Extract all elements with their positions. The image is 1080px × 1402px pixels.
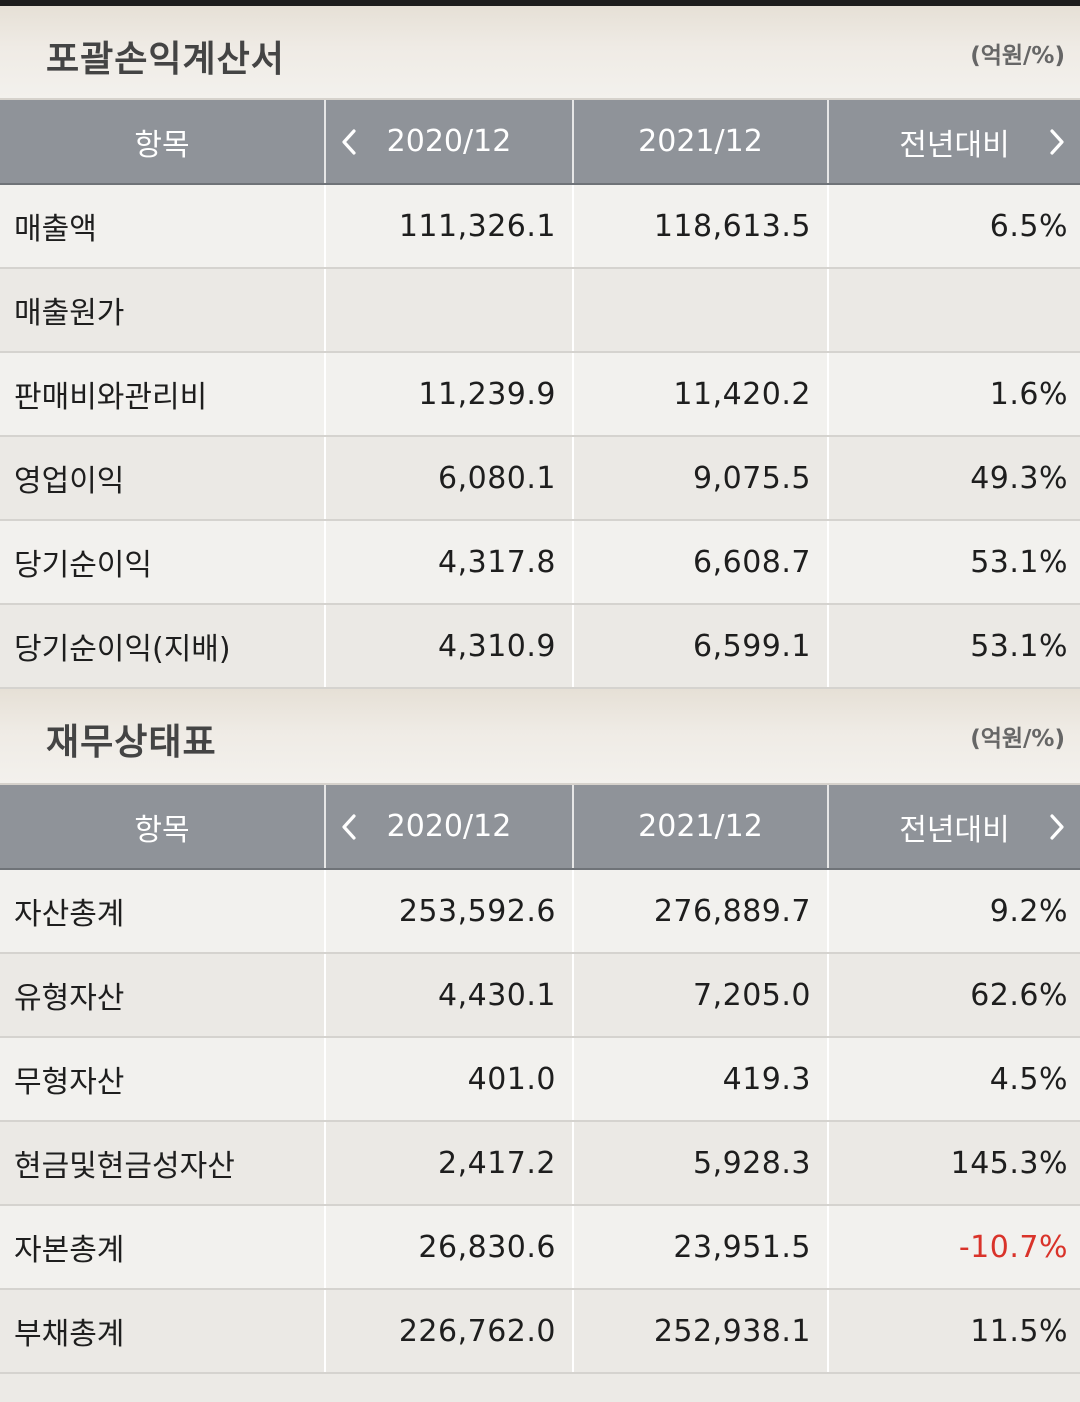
column-header-2020-label: 2020/12 <box>386 809 512 844</box>
value-2020: 6,080.1 <box>324 436 573 521</box>
value-2020: 226,762.0 <box>324 1289 573 1374</box>
balance-sheet-header: 재무상태표 (억원/%) <box>0 689 1080 785</box>
value-2020: 4,430.1 <box>324 953 573 1038</box>
value-yoy: 53.1% <box>827 604 1080 689</box>
value-2021: 6,608.7 <box>572 520 828 605</box>
balance-sheet-title: 재무상태표 <box>46 722 217 763</box>
table-header-row: 항목 2020/12 2021/12 전년대비 <box>0 100 1080 185</box>
value-2021: 9,075.5 <box>572 436 828 521</box>
income-statement-header: 포괄손익계산서 (억원/%) <box>0 6 1080 100</box>
table-row: 판매비와관리비 11,239.9 11,420.2 1.6% <box>0 352 1080 437</box>
value-2020: 111,326.1 <box>324 184 573 269</box>
column-header-2021: 2021/12 <box>572 785 828 870</box>
income-statement-title: 포괄손익계산서 <box>46 39 285 80</box>
chevron-left-icon[interactable] <box>340 813 358 841</box>
status-bar-edge <box>0 0 1080 6</box>
table-row: 유형자산 4,430.1 7,205.0 62.6% <box>0 953 1080 1038</box>
income-statement-unit: (억원/%) <box>970 43 1065 69</box>
column-header-yoy-label: 전년대비 <box>899 127 1010 163</box>
column-header-2020: 2020/12 <box>324 100 573 185</box>
column-header-item: 항목 <box>0 100 325 185</box>
value-2020: 2,417.2 <box>324 1121 573 1206</box>
table-row: 자산총계 253,592.6 276,889.7 9.2% <box>0 869 1080 954</box>
chevron-right-icon[interactable] <box>1048 813 1066 841</box>
column-header-item-label: 항목 <box>134 127 190 163</box>
value-2021: 23,951.5 <box>572 1205 828 1290</box>
table-row: 매출액 111,326.1 118,613.5 6.5% <box>0 184 1080 269</box>
value-2020: 4,310.9 <box>324 604 573 689</box>
column-header-item-label: 항목 <box>134 812 190 848</box>
value-2020: 11,239.9 <box>324 352 573 437</box>
value-2021: 118,613.5 <box>572 184 828 269</box>
chevron-left-icon[interactable] <box>340 128 358 156</box>
table-row: 당기순이익(지배) 4,310.9 6,599.1 53.1% <box>0 604 1080 689</box>
value-yoy: 11.5% <box>827 1289 1080 1374</box>
column-header-yoy: 전년대비 <box>827 100 1080 185</box>
value-2020: 401.0 <box>324 1037 573 1122</box>
row-label: 자본총계 <box>0 1205 325 1290</box>
table-row: 자본총계 26,830.6 23,951.5 -10.7% <box>0 1205 1080 1290</box>
row-label: 현금및현금성자산 <box>0 1121 325 1206</box>
column-header-2021: 2021/12 <box>572 100 828 185</box>
column-header-item: 항목 <box>0 785 325 870</box>
value-yoy: 9.2% <box>827 869 1080 954</box>
table-row: 무형자산 401.0 419.3 4.5% <box>0 1037 1080 1122</box>
value-2020: 26,830.6 <box>324 1205 573 1290</box>
value-yoy <box>827 268 1080 353</box>
value-yoy: 62.6% <box>827 953 1080 1038</box>
value-2021: 419.3 <box>572 1037 828 1122</box>
column-header-2021-label: 2021/12 <box>638 124 763 159</box>
table-header-row: 항목 2020/12 2021/12 전년대비 <box>0 785 1080 870</box>
balance-sheet-table: 항목 2020/12 2021/12 전년대비 자산총계 253,592.6 2… <box>0 785 1080 1374</box>
value-yoy: 4.5% <box>827 1037 1080 1122</box>
row-label: 무형자산 <box>0 1037 325 1122</box>
row-label: 유형자산 <box>0 953 325 1038</box>
table-row: 부채총계 226,762.0 252,938.1 11.5% <box>0 1289 1080 1374</box>
row-label: 자산총계 <box>0 869 325 954</box>
income-statement-table: 항목 2020/12 2021/12 전년대비 매출액 111,326.1 11… <box>0 100 1080 689</box>
row-label: 매출액 <box>0 184 325 269</box>
balance-sheet-unit: (억원/%) <box>970 726 1065 752</box>
row-label: 부채총계 <box>0 1289 325 1374</box>
row-label: 판매비와관리비 <box>0 352 325 437</box>
column-header-2020-label: 2020/12 <box>386 124 512 159</box>
column-header-2020: 2020/12 <box>324 785 573 870</box>
value-2021: 276,889.7 <box>572 869 828 954</box>
value-2021: 7,205.0 <box>572 953 828 1038</box>
value-yoy: 49.3% <box>827 436 1080 521</box>
chevron-right-icon[interactable] <box>1048 128 1066 156</box>
value-yoy: 1.6% <box>827 352 1080 437</box>
value-2021: 11,420.2 <box>572 352 828 437</box>
table-row: 당기순이익 4,317.8 6,608.7 53.1% <box>0 520 1080 605</box>
table-row: 현금및현금성자산 2,417.2 5,928.3 145.3% <box>0 1121 1080 1206</box>
value-yoy: 6.5% <box>827 184 1080 269</box>
value-2020: 4,317.8 <box>324 520 573 605</box>
value-yoy: 53.1% <box>827 520 1080 605</box>
value-2021 <box>572 268 828 353</box>
value-2021: 252,938.1 <box>572 1289 828 1374</box>
row-label: 당기순이익 <box>0 520 325 605</box>
value-2020: 253,592.6 <box>324 869 573 954</box>
column-header-yoy: 전년대비 <box>827 785 1080 870</box>
value-yoy: 145.3% <box>827 1121 1080 1206</box>
value-2021: 6,599.1 <box>572 604 828 689</box>
value-2021: 5,928.3 <box>572 1121 828 1206</box>
row-label: 매출원가 <box>0 268 325 353</box>
column-header-yoy-label: 전년대비 <box>899 812 1010 848</box>
value-2020 <box>324 268 573 353</box>
column-header-2021-label: 2021/12 <box>638 809 763 844</box>
table-row: 매출원가 <box>0 268 1080 353</box>
row-label: 영업이익 <box>0 436 325 521</box>
value-yoy: -10.7% <box>827 1205 1080 1290</box>
row-label: 당기순이익(지배) <box>0 604 325 689</box>
table-row: 영업이익 6,080.1 9,075.5 49.3% <box>0 436 1080 521</box>
